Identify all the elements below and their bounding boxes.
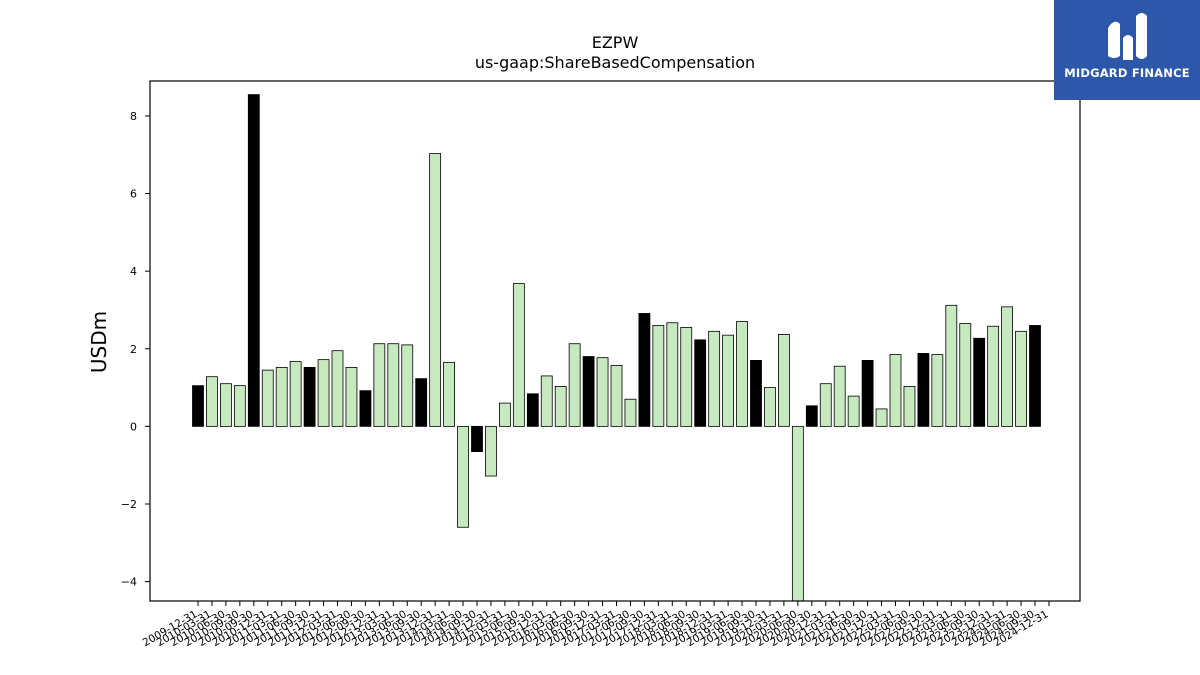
- y-tick-label: −4: [121, 576, 137, 589]
- y-tick-label: 2: [130, 343, 137, 356]
- bar-23: [512, 283, 525, 427]
- bar-46: [833, 365, 846, 427]
- y-tick-label: 4: [130, 265, 137, 278]
- bar-41: [764, 387, 776, 427]
- bar-1: [206, 376, 218, 427]
- bar-16: [415, 378, 428, 427]
- bar-30: [610, 365, 623, 427]
- bar-35: [680, 327, 693, 427]
- bar-10: [331, 350, 344, 427]
- bar-17: [429, 153, 442, 427]
- bar-49: [875, 408, 888, 427]
- bar-15: [401, 344, 414, 427]
- logo-mark-icon: [1108, 13, 1147, 60]
- y-tick-label: −2: [121, 498, 137, 511]
- bar-44: [805, 405, 818, 427]
- bar-11: [345, 366, 358, 427]
- bar-51: [903, 385, 916, 427]
- bar-60: [1029, 325, 1041, 427]
- bar-48: [861, 359, 874, 427]
- bar-4: [247, 94, 260, 427]
- bar-21: [485, 425, 497, 477]
- bar-24: [526, 393, 539, 427]
- bar-59: [1015, 330, 1027, 427]
- bar-32: [638, 313, 651, 427]
- bar-3: [233, 385, 246, 427]
- y-axis: −4 −2 0 2 4 6 8: [121, 110, 150, 589]
- bar-38: [722, 334, 734, 427]
- bar-18: [443, 361, 456, 427]
- bar-28: [582, 356, 595, 427]
- bar-13: [373, 343, 386, 427]
- plot-frame: [149, 80, 1081, 602]
- bar-42: [778, 333, 790, 427]
- bar-58: [1001, 306, 1013, 427]
- bar-27: [568, 343, 581, 427]
- bar-19: [457, 425, 469, 528]
- bar-26: [554, 385, 567, 427]
- bar-33: [652, 325, 665, 427]
- bar-50: [889, 354, 902, 427]
- bar-8: [303, 366, 316, 427]
- bar-6: [275, 366, 288, 427]
- chart-subtitle: us-gaap:ShareBasedCompensation: [475, 53, 755, 72]
- bar-40: [750, 359, 762, 427]
- y-tick-label: 8: [130, 110, 137, 123]
- bar-22: [498, 402, 511, 427]
- bar-37: [708, 330, 721, 427]
- bar-54: [945, 304, 958, 427]
- bar-57: [987, 325, 1000, 427]
- bar-34: [666, 322, 679, 427]
- bar-2: [219, 383, 232, 427]
- bar-55: [959, 323, 972, 427]
- x-axis: 2009-12-312010-03-312010-06-302010-09-30…: [141, 601, 1050, 649]
- bar-56: [973, 337, 986, 427]
- bar-14: [387, 343, 400, 427]
- bar-39: [736, 321, 748, 427]
- bar-25: [540, 375, 553, 427]
- brand-logo: MIDGARD FINANCE: [1054, 0, 1200, 100]
- y-tick-label: 6: [130, 188, 137, 201]
- y-axis-label: USDm: [87, 311, 111, 373]
- bar-9: [317, 359, 330, 427]
- bars-group: [192, 94, 1041, 602]
- chart-title: EZPW: [592, 33, 639, 52]
- bar-0: [192, 385, 204, 427]
- bar-47: [847, 395, 860, 427]
- bar-43: [791, 425, 804, 602]
- bar-36: [694, 339, 707, 427]
- bar-45: [819, 383, 832, 427]
- bar-7: [289, 361, 302, 427]
- bar-31: [624, 398, 637, 427]
- bar-20: [471, 425, 483, 452]
- logo-text: MIDGARD FINANCE: [1064, 66, 1190, 80]
- bar-5: [261, 369, 274, 427]
- bar-52: [917, 353, 930, 427]
- bar-12: [359, 390, 372, 427]
- y-tick-label: 0: [130, 420, 137, 433]
- bar-29: [596, 357, 609, 427]
- bar-53: [931, 354, 944, 427]
